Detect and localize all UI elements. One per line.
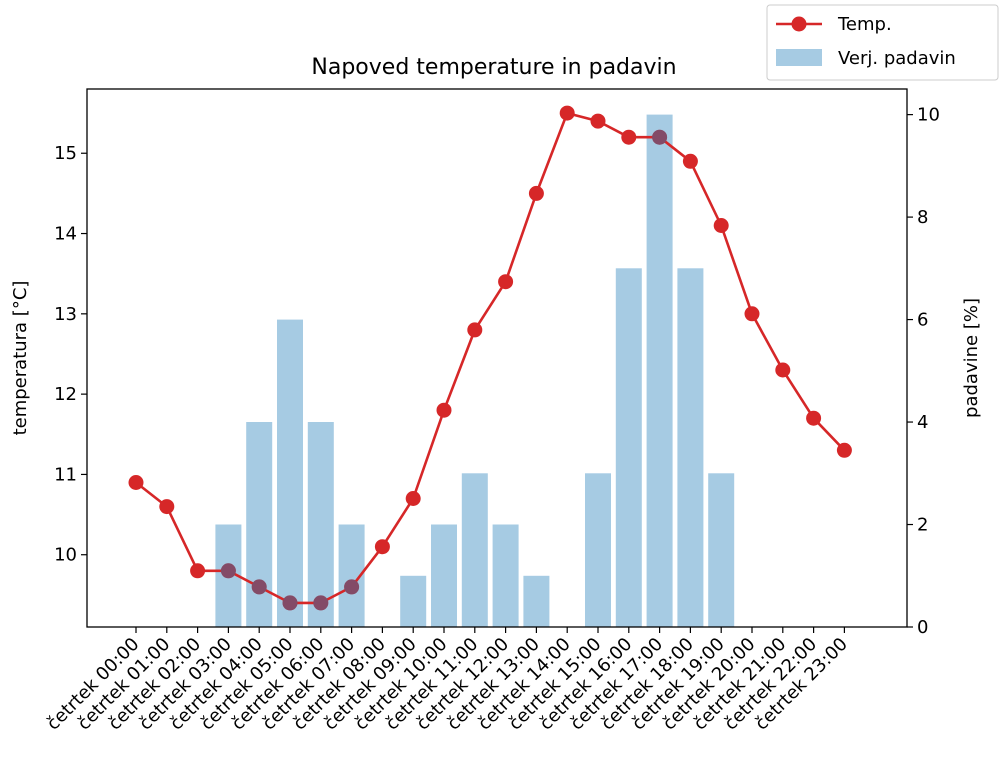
temp-point	[744, 306, 760, 322]
temp-point	[282, 595, 298, 611]
temp-point	[128, 475, 144, 490]
right-tick-label: 2	[917, 515, 928, 536]
temp-point-overlay	[251, 579, 267, 595]
left-tick-label: 11	[54, 464, 77, 485]
precip-bar	[400, 575, 427, 627]
precip-bar	[646, 114, 673, 628]
left-tick-label: 10	[54, 545, 77, 566]
temp-point	[528, 185, 544, 201]
left-tick-label: 13	[54, 304, 77, 325]
precipitation-bars	[215, 114, 735, 628]
right-y-axis-label: padavine [%]	[961, 298, 982, 418]
temp-point	[190, 563, 206, 579]
left-y-axis-label: temperatura [°C]	[10, 281, 31, 436]
precip-bar	[677, 268, 704, 627]
legend-temp-label: Temp.	[837, 14, 892, 35]
precip-bar	[492, 524, 519, 627]
precip-bar	[307, 422, 334, 627]
temp-point-overlay	[652, 129, 668, 145]
temp-point	[251, 579, 267, 595]
right-tick-label: 0	[917, 617, 928, 638]
precip-bar	[461, 473, 488, 627]
legend: Temp. Verj. padavin	[766, 4, 999, 81]
legend-frame	[766, 4, 999, 81]
left-tick-label: 12	[54, 384, 77, 405]
right-tick-label: 4	[917, 412, 928, 433]
precip-bar	[615, 268, 642, 627]
temp-point	[159, 499, 175, 515]
temp-point-overlay	[282, 595, 298, 611]
temp-series-line	[135, 111, 846, 605]
temp-point	[467, 322, 483, 338]
left-y-axis: 10 11 12 13 14 15	[54, 143, 87, 566]
temp-point	[220, 563, 236, 579]
left-tick-label: 14	[54, 224, 77, 245]
temp-point-overlay	[313, 595, 329, 611]
temp-point-overlay	[344, 579, 360, 595]
temp-point	[775, 362, 791, 378]
temp-point	[498, 274, 514, 290]
legend-precip-swatch	[776, 49, 822, 66]
temp-point	[621, 129, 637, 145]
temp-point	[652, 129, 668, 145]
temperature-line	[128, 105, 852, 611]
precip-bar	[277, 319, 303, 627]
chart-title: Napoved temperature in padavin	[311, 55, 676, 80]
legend-precip-label: Verj. padavin	[838, 48, 956, 69]
temp-point	[405, 491, 421, 506]
precip-bar	[523, 575, 550, 627]
temp-point	[836, 442, 852, 458]
legend-temp-marker	[791, 16, 807, 32]
right-tick-label: 6	[917, 310, 928, 331]
precip-bar	[431, 524, 457, 627]
temp-point	[559, 105, 575, 121]
temp-point	[590, 113, 606, 129]
right-y-axis: 0 2 4 6 8 10	[907, 105, 940, 638]
temp-point	[713, 218, 729, 233]
temp-point	[313, 595, 329, 611]
temp-point	[344, 579, 360, 595]
temp-point	[806, 410, 822, 426]
temp-point	[436, 402, 452, 418]
precip-bar	[708, 473, 735, 627]
left-tick-label: 15	[54, 143, 77, 164]
right-tick-label: 8	[917, 207, 928, 228]
precip-bar	[585, 473, 611, 627]
temp-point-overlay	[220, 563, 236, 579]
temp-point	[682, 153, 698, 169]
right-tick-label: 10	[917, 105, 940, 126]
temp-point	[374, 539, 390, 555]
plot-frame	[86, 88, 908, 628]
precip-bar	[246, 422, 273, 627]
